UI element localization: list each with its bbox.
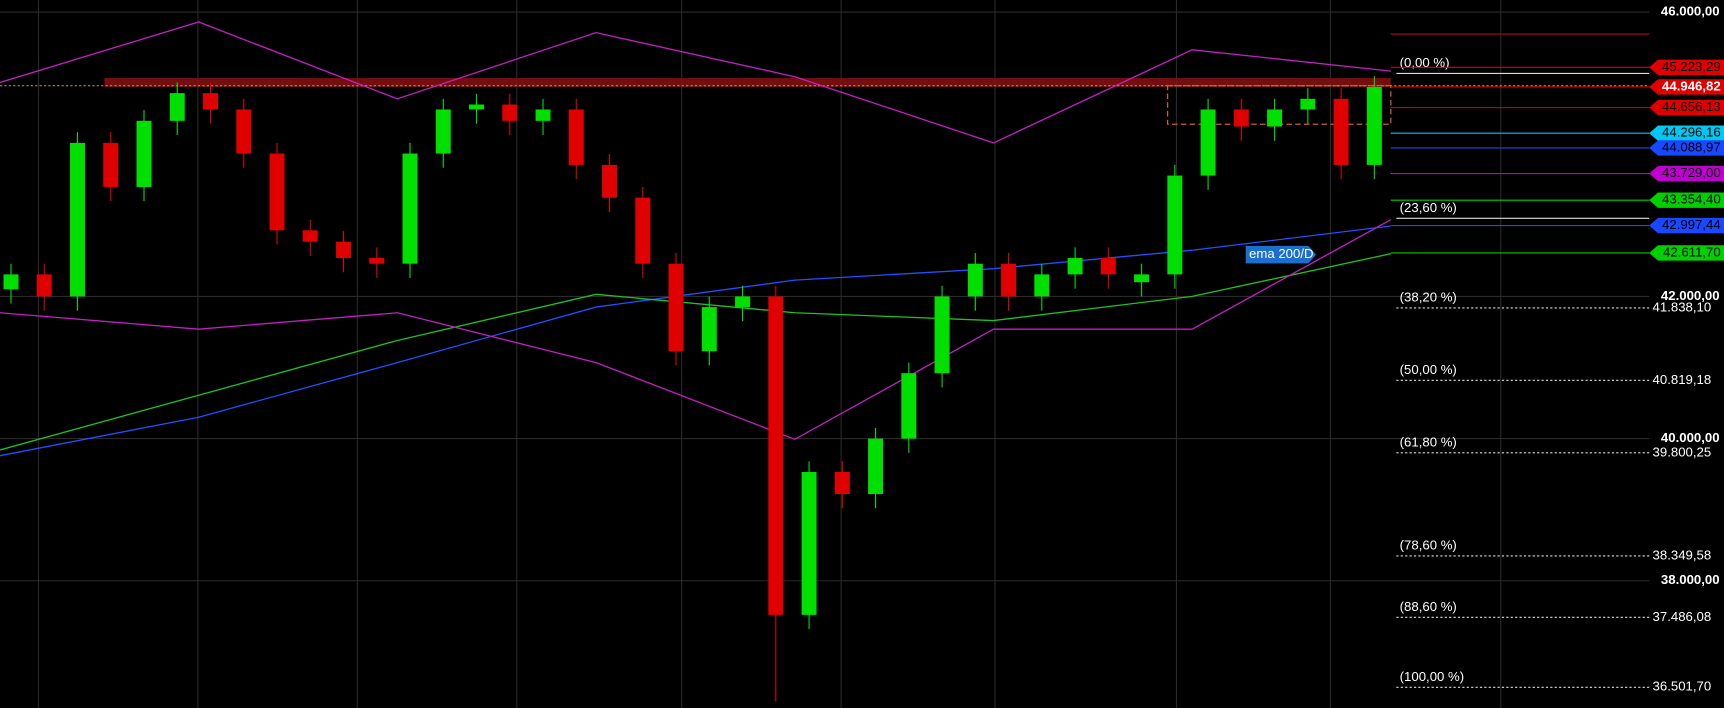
fib-label: (100,00 %) — [1400, 669, 1465, 684]
indicator-line — [0, 225, 1391, 457]
fib-label: (78,60 %) — [1400, 537, 1457, 552]
candle-body — [801, 472, 817, 615]
candle-body — [1001, 263, 1017, 297]
price-tag-label: 43.729,00 — [1662, 165, 1721, 180]
candle-body — [735, 296, 751, 308]
price-tag — [1649, 125, 1724, 141]
price-tag — [1649, 59, 1724, 75]
fib-price-label: 39.800,25 — [1653, 444, 1712, 459]
fib-label: (50,00 %) — [1400, 362, 1457, 377]
candle-body — [1100, 258, 1116, 275]
candle-body — [1233, 109, 1249, 127]
candle-body — [36, 274, 52, 297]
candle-body — [469, 104, 485, 110]
candle-body — [901, 373, 917, 439]
candle-body — [236, 109, 252, 154]
candle-body — [1067, 258, 1083, 275]
candle-body — [70, 142, 85, 297]
fib-label: (88,60 %) — [1400, 599, 1457, 614]
candle-body — [568, 109, 584, 165]
candle-body — [302, 230, 318, 242]
candle-body — [1167, 175, 1183, 275]
y-tick-label: 42.000,00 — [1661, 288, 1720, 303]
price-tag-label: 44.946,82 — [1662, 78, 1721, 93]
y-tick-label: 38.000,00 — [1661, 572, 1720, 587]
indicator-line — [0, 219, 1392, 441]
indicator-line — [0, 21, 1391, 144]
price-tag-label: 44.088,97 — [1662, 139, 1721, 154]
candle-body — [435, 109, 451, 154]
candle-body — [1333, 98, 1349, 165]
y-tick-label: 40.000,00 — [1661, 430, 1720, 445]
price-tag-label: 42.611,70 — [1663, 244, 1721, 259]
candle-body — [635, 197, 651, 264]
fib-label: (61,80 %) — [1400, 434, 1457, 449]
y-tick-label: 46.000,00 — [1661, 4, 1720, 19]
candle-body — [3, 274, 19, 290]
price-tag — [1649, 165, 1724, 182]
candle-body — [1366, 86, 1382, 165]
candle-body — [136, 120, 152, 187]
candle-body — [701, 307, 717, 352]
candle-body — [1267, 109, 1283, 127]
price-tag — [1649, 99, 1724, 116]
fib-label: (0,00 %) — [1400, 55, 1450, 70]
candle-body — [203, 93, 218, 110]
fib-label: (23,60 %) — [1400, 200, 1457, 215]
fib-price-label: 40.819,18 — [1653, 372, 1712, 387]
price-tag — [1649, 79, 1724, 95]
candle-body — [668, 263, 684, 352]
fib-label: (38,20 %) — [1400, 290, 1457, 305]
candle-body — [1134, 274, 1150, 283]
candle-body — [967, 263, 983, 297]
price-tag — [1649, 140, 1724, 156]
annotation-tag — [1245, 245, 1317, 264]
candle-body — [1034, 274, 1050, 297]
candle-body — [336, 241, 352, 259]
price-tag — [1649, 192, 1724, 208]
candle-body — [369, 258, 385, 264]
price-tag-label: 44.656,13 — [1662, 99, 1721, 114]
price-tag-label: 44.296,16 — [1662, 125, 1721, 140]
candle-body — [868, 438, 884, 495]
candle-body — [502, 104, 518, 121]
indicator-line — [0, 253, 1391, 451]
price-tag-label: 45.223,29 — [1662, 59, 1721, 74]
annotation-text: ema 200/D — [1249, 246, 1314, 261]
candle-body — [103, 142, 119, 187]
resistance-zone — [104, 78, 1391, 87]
fib-price-label: 41.838,10 — [1653, 299, 1712, 314]
candle-body — [1200, 109, 1216, 176]
candle-body — [269, 153, 285, 231]
candle-body — [768, 296, 784, 615]
candle-body — [535, 109, 551, 121]
price-tag — [1649, 217, 1724, 234]
candle-body — [934, 296, 950, 374]
price-tag — [1649, 245, 1724, 261]
price-tag-label: 42.997,44 — [1662, 217, 1721, 232]
candle-body — [1300, 98, 1316, 110]
candle-body — [169, 93, 185, 121]
fib-price-label: 37.486,08 — [1653, 609, 1712, 624]
price-tag-label: 43.354,40 — [1662, 192, 1721, 207]
candle-body — [834, 472, 850, 495]
candle-body — [602, 164, 618, 198]
fib-price-label: 36.501,70 — [1653, 679, 1712, 694]
candle-body — [402, 153, 418, 264]
fib-price-label: 38.349,58 — [1653, 547, 1712, 562]
